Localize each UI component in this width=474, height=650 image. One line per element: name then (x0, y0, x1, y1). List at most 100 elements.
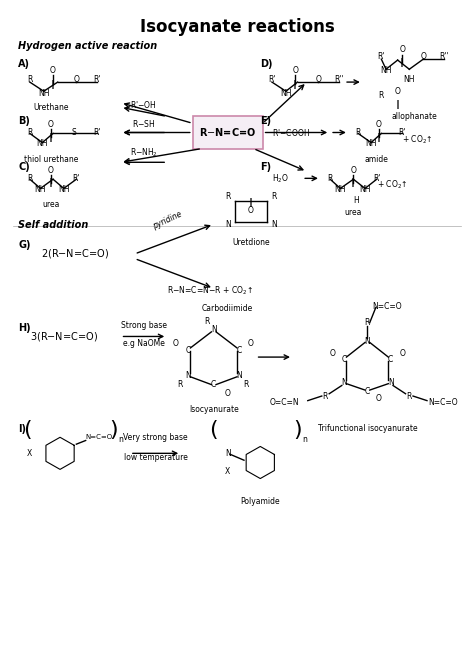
Text: R'': R'' (439, 53, 449, 61)
Text: R: R (27, 75, 32, 84)
Text: O: O (329, 349, 336, 358)
Text: O: O (225, 389, 231, 398)
Text: O: O (400, 349, 405, 358)
Text: R': R' (378, 53, 385, 61)
Text: I): I) (18, 424, 26, 434)
Text: N: N (185, 371, 191, 380)
Text: R': R' (73, 174, 80, 183)
Text: NH: NH (403, 75, 415, 84)
Text: O: O (48, 120, 54, 129)
Text: O=C=N: O=C=N (270, 398, 299, 408)
Text: H): H) (18, 322, 31, 333)
Text: C: C (237, 346, 242, 355)
Text: F): F) (260, 162, 272, 172)
Text: O: O (50, 66, 56, 75)
Text: R: R (407, 391, 412, 400)
Text: thiol urethane: thiol urethane (24, 155, 78, 164)
Text: C): C) (18, 162, 30, 172)
Text: Strong base: Strong base (121, 320, 167, 330)
Text: ‖: ‖ (49, 178, 53, 187)
Text: A): A) (18, 59, 30, 69)
Text: 3$\left(\right.$R$-$N=C=O$\left.\right)$: 3$\left(\right.$R$-$N=C=O$\left.\right)$ (30, 330, 98, 343)
Text: NH: NH (280, 89, 292, 98)
Text: R': R' (373, 174, 381, 183)
Text: D): D) (260, 59, 273, 69)
Text: E): E) (260, 116, 272, 127)
Text: H$_2$O: H$_2$O (272, 172, 289, 185)
Text: ‖: ‖ (377, 133, 381, 142)
Text: R$-$SH: R$-$SH (132, 118, 155, 129)
Text: Trifunctional isocyanurate: Trifunctional isocyanurate (318, 424, 417, 432)
Text: (: ( (210, 421, 218, 441)
Text: Isocyanate reactions: Isocyanate reactions (140, 18, 334, 36)
Text: C: C (185, 346, 191, 355)
Text: urea: urea (42, 200, 59, 209)
Text: N=C=O: N=C=O (86, 434, 113, 440)
Text: amide: amide (365, 155, 389, 164)
Text: Very strong base: Very strong base (123, 433, 188, 442)
Text: X: X (225, 467, 230, 476)
Text: O: O (420, 53, 426, 61)
Text: Hydrogen active reaction: Hydrogen active reaction (18, 41, 157, 51)
Text: low temperature: low temperature (124, 453, 187, 462)
Text: ‖: ‖ (249, 198, 253, 207)
Text: R': R' (93, 75, 101, 84)
Text: NH: NH (36, 140, 48, 148)
Text: O: O (400, 46, 405, 55)
Text: ): ) (293, 421, 302, 441)
Text: B): B) (18, 116, 30, 127)
Text: N=C=O: N=C=O (428, 398, 457, 408)
Text: R$-$N=C=O: R$-$N=C=O (199, 127, 256, 138)
Text: NH: NH (380, 66, 392, 75)
Text: R: R (177, 380, 183, 389)
Text: C: C (388, 355, 393, 364)
Text: O: O (395, 86, 401, 96)
Text: Urethane: Urethane (33, 103, 68, 112)
Text: R: R (204, 317, 210, 326)
Text: NH: NH (335, 185, 346, 194)
Text: 2$\left(\right.$R$-$N=C=O$\left.\right)$: 2$\left(\right.$R$-$N=C=O$\left.\right)$ (41, 248, 109, 261)
Text: R: R (328, 174, 333, 183)
Text: n: n (302, 435, 307, 444)
Text: R$-$NH$_2$: R$-$NH$_2$ (130, 146, 158, 159)
Text: ‖: ‖ (49, 133, 53, 142)
Text: ‖: ‖ (401, 58, 404, 68)
Text: R'$-$COOH: R'$-$COOH (272, 127, 310, 138)
Text: N=C=O: N=C=O (372, 302, 401, 311)
Text: Isocyanurate: Isocyanurate (189, 405, 238, 414)
Text: NH: NH (365, 140, 377, 148)
Text: C: C (341, 355, 346, 364)
Text: Self addition: Self addition (18, 220, 89, 229)
Text: ‖: ‖ (51, 80, 55, 89)
Text: ‖: ‖ (352, 178, 356, 187)
Text: N: N (225, 220, 230, 229)
Text: R: R (365, 318, 370, 327)
Text: Carbodiimide: Carbodiimide (202, 304, 253, 313)
Text: R'': R'' (335, 75, 344, 84)
Text: R: R (322, 391, 327, 400)
Text: R: R (27, 128, 32, 137)
Text: O: O (248, 339, 254, 348)
Text: R: R (356, 128, 361, 137)
Text: R: R (225, 192, 230, 201)
Text: e.g NaOMe: e.g NaOMe (123, 339, 165, 348)
Text: NH: NH (35, 185, 46, 194)
Text: n: n (118, 435, 123, 444)
Text: O: O (350, 166, 356, 175)
Text: O: O (248, 206, 254, 215)
Text: R: R (272, 192, 277, 201)
Bar (193, 116, 263, 149)
Text: + CO$_2$↑: + CO$_2$↑ (377, 179, 407, 192)
Text: NH: NH (58, 185, 70, 194)
Text: O: O (173, 339, 179, 348)
Text: R': R' (93, 128, 101, 137)
Text: allophanate: allophanate (391, 112, 437, 121)
Text: R: R (379, 92, 384, 100)
Text: N: N (365, 337, 370, 346)
Text: NH: NH (38, 89, 49, 98)
Text: H: H (353, 196, 359, 205)
Text: O: O (376, 120, 382, 129)
Text: N: N (211, 325, 217, 334)
Text: N: N (237, 371, 242, 380)
Text: R'$-$OH: R'$-$OH (130, 99, 157, 110)
